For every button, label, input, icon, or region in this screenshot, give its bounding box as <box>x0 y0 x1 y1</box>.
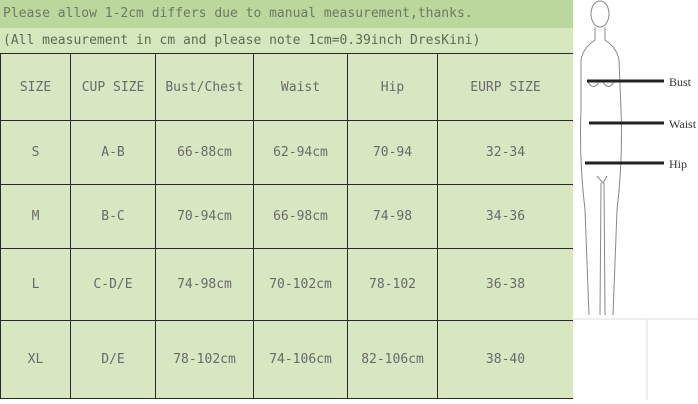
cell: 66-98cm <box>253 184 348 249</box>
cell: 78-102cm <box>155 320 254 399</box>
body-outline-icon: Bust Waist Hip <box>573 0 698 400</box>
table-row: L C-D/E 74-98cm 70-102cm 78-102 36-38 <box>0 248 574 321</box>
measurement-note: Please allow 1-2cm differs due to manual… <box>0 0 573 28</box>
cell: B-C <box>70 184 156 249</box>
cell: 32-34 <box>437 120 574 185</box>
size-table: SIZE CUP SIZE Bust/Chest Waist Hip EURP … <box>0 53 574 399</box>
header-cup-size: CUP SIZE <box>70 53 156 121</box>
header-eurp-size: EURP SIZE <box>437 53 574 121</box>
bust-label: Bust <box>669 75 692 89</box>
header-hip: Hip <box>347 53 438 121</box>
table-row: S A-B 66-88cm 62-94cm 70-94 32-34 <box>0 120 574 185</box>
cell: 34-36 <box>437 184 574 249</box>
cell: L <box>0 248 71 321</box>
body-measurement-figure: Bust Waist Hip <box>573 0 698 400</box>
cell: S <box>0 120 71 185</box>
cell: A-B <box>70 120 156 185</box>
cell: M <box>0 184 71 249</box>
cell: D/E <box>70 320 156 399</box>
cell: 36-38 <box>437 248 574 321</box>
cell: 38-40 <box>437 320 574 399</box>
cell: 70-94 <box>347 120 438 185</box>
cell: 74-106cm <box>253 320 348 399</box>
header-size: SIZE <box>0 53 71 121</box>
table-row: XL D/E 78-102cm 74-106cm 82-106cm 38-40 <box>0 320 574 399</box>
cell: 62-94cm <box>253 120 348 185</box>
cell: 70-94cm <box>155 184 254 249</box>
waist-label: Waist <box>669 117 697 131</box>
cell: XL <box>0 320 71 399</box>
cell: 66-88cm <box>155 120 254 185</box>
header-bust: Bust/Chest <box>155 53 254 121</box>
hip-label: Hip <box>669 157 687 171</box>
cell: 74-98 <box>347 184 438 249</box>
table-row: M B-C 70-94cm 66-98cm 74-98 34-36 <box>0 184 574 249</box>
header-waist: Waist <box>253 53 348 121</box>
cell: 74-98cm <box>155 248 254 321</box>
cell: C-D/E <box>70 248 156 321</box>
cell: 70-102cm <box>253 248 348 321</box>
table-header-row: SIZE CUP SIZE Bust/Chest Waist Hip EURP … <box>0 53 574 121</box>
unit-note: (All measurement in cm and please note 1… <box>0 28 573 53</box>
cell: 82-106cm <box>347 320 438 399</box>
cell: 78-102 <box>347 248 438 321</box>
